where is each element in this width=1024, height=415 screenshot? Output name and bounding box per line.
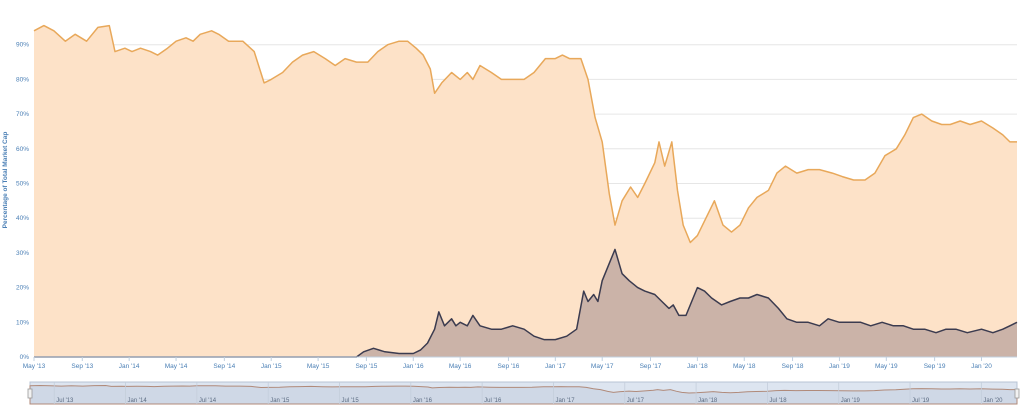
x-tick-label: May '15 (307, 363, 330, 370)
navigator-label: Jan '20 (983, 398, 1003, 404)
navigator-label: Jul '16 (484, 398, 502, 404)
y-tick-label: 30% (16, 250, 29, 257)
x-tick-label: May '17 (591, 363, 614, 370)
x-tick-label: May '16 (449, 363, 472, 370)
navigator-left-handle (27, 388, 33, 399)
navigator-label: Jan '18 (698, 398, 718, 404)
x-tick-label: Sep '19 (924, 363, 946, 370)
x-tick-label: Jan '18 (687, 363, 708, 370)
y-tick-label: 10% (16, 319, 29, 326)
x-tick-label: Sep '16 (498, 363, 520, 370)
y-tick-label: 40% (16, 215, 29, 222)
y-axis-label: Percentage of Total Market Cap (2, 132, 9, 229)
navigator-label: Jul '18 (769, 398, 787, 404)
x-tick-label: Sep '15 (355, 363, 377, 370)
navigator-label: Jan '19 (841, 398, 861, 404)
range-navigator[interactable]: Jul '13 Jan '14 Jul '14 Jan '15 Jul '15 Jan '… (27, 381, 1020, 405)
x-tick-label: May '19 (875, 363, 898, 370)
x-tick-label: May '18 (733, 363, 756, 370)
series-area-1 (34, 249, 1017, 357)
y-tick-label: 70% (16, 111, 29, 118)
y-tick-label: 60% (16, 146, 29, 153)
navigator-label: Jul '13 (56, 398, 74, 404)
y-tick-label: 80% (16, 76, 29, 83)
y-tick-label: 20% (16, 285, 29, 292)
plot-area (33, 24, 1018, 358)
navigator-label: Jul '14 (199, 398, 217, 404)
navigator-label: Jan '17 (555, 398, 575, 404)
x-tick-label: Jan '19 (829, 363, 850, 370)
y-tick-label: 90% (16, 42, 29, 49)
y-tick-label: 0% (20, 354, 30, 361)
navigator-label: Jan '16 (413, 398, 433, 404)
navigator-label: Jul '19 (912, 398, 930, 404)
navigator-label: Jul '17 (627, 398, 645, 404)
series-line-0 (33, 24, 1017, 244)
navigator-right-handle (1014, 388, 1020, 399)
x-tick-label: Sep '17 (640, 363, 662, 370)
series-line-1 (34, 248, 1018, 358)
navigator-label: Jul '15 (342, 398, 360, 404)
x-tick-label: Jan '14 (119, 363, 140, 370)
navigator-series (29, 384, 1018, 405)
series-area-0 (34, 25, 1017, 357)
navigator-label: Jan '15 (270, 398, 290, 404)
x-tick-label: May '13 (23, 363, 46, 370)
x-tick-label: May '14 (165, 363, 188, 370)
axes: 0% 10% 20% 30% 40% 50% 60% 70% 80% 90% May '13 Sep … (16, 42, 1017, 370)
x-tick-label: Jan '20 (971, 363, 992, 370)
navigator-label: Jan '14 (128, 398, 148, 404)
y-tick-label: 50% (16, 181, 29, 188)
x-tick-label: Sep '14 (213, 363, 235, 370)
x-tick-label: Jan '17 (545, 363, 566, 370)
x-tick-label: Sep '13 (71, 363, 93, 370)
x-tick-label: Sep '18 (782, 363, 804, 370)
x-tick-label: Jan '15 (261, 363, 282, 370)
x-tick-label: Jan '16 (403, 363, 424, 370)
